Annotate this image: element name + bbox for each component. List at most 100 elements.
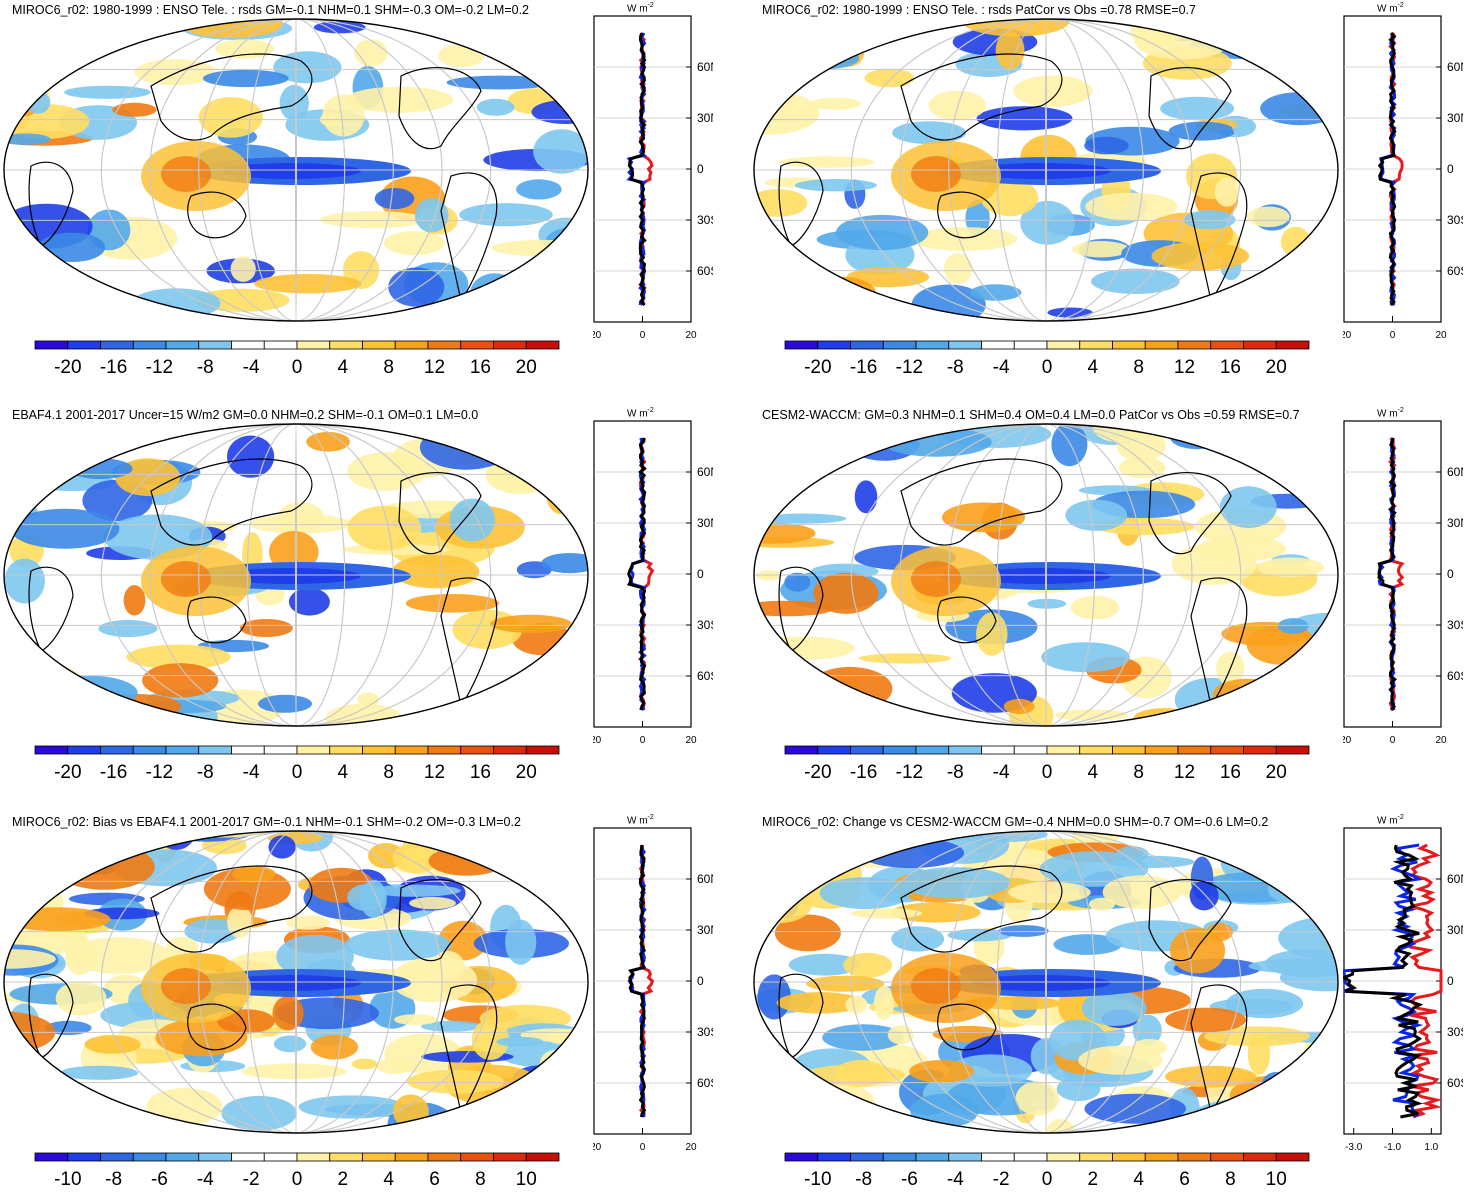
latitude-tick-label: 60N [1447,465,1463,479]
colorbar-swatch [427,340,462,350]
zonal-mean-line [1343,843,1424,1119]
panel-title: MIROC6_r02: Change vs CESM2-WACCM GM=-0.… [762,815,1269,829]
colorbar-swatch [1210,1152,1244,1162]
zonal-x-tick-label: 0 [1390,735,1396,746]
colorbar-swatch [263,745,298,755]
colorbar-swatch [67,1152,101,1162]
colorbar-tick-label: -8 [947,357,964,378]
map-panel [753,423,1339,727]
colorbar-swatch [231,340,265,350]
colorbar-tick-label: 4 [338,762,349,783]
colorbar-swatch [296,1152,331,1162]
latitude-tick-label: 30N [1447,516,1463,530]
colorbar-swatch [981,745,1015,755]
colorbar-swatch [1013,745,1048,755]
colorbar-swatch [132,340,167,350]
zonal-mean-line [1408,843,1443,1119]
panel-title: EBAF4.1 2001-2017 Uncer=15 W/m2 GM=0.0 N… [12,408,479,422]
colorbar-tick-label: 0 [292,357,303,378]
latitude-tick-label: 60N [697,60,713,74]
latitude-tick-label: 60S [1447,264,1463,278]
zonal-x-tick-label: -20 [593,1142,602,1153]
latitude-tick-label: 0 [697,974,704,988]
colorbar-tick-label: 6 [429,1169,440,1190]
colorbar-tick-label: 16 [1220,762,1241,783]
latitude-tick-label: 0 [1447,162,1454,176]
colorbar-tick-label: 0 [292,1169,303,1190]
zonal-x-tick-label: 20 [1435,735,1447,746]
colorbar-swatch [362,745,396,755]
colorbar-swatch [1275,745,1310,755]
colorbar-swatch [165,745,200,755]
latitude-tick-label: 30N [697,516,713,530]
colorbar-swatch [981,1152,1015,1162]
colorbar-swatch [948,745,982,755]
zonal-mean-line [1377,437,1397,712]
latitude-tick-label: 30N [697,111,713,125]
colorbar: -20 -16 -12 -8 -4 0 4 8 12 16 20 [784,745,1310,783]
colorbar-swatch [1243,1152,1277,1162]
colorbar-swatch [1079,340,1113,350]
colorbar-tick-label: 6 [1179,1169,1190,1190]
colorbar-swatch [882,745,917,755]
colorbar-swatch [460,1152,494,1162]
zonal-x-tick-label: 0 [1390,330,1396,341]
latitude-tick-label: 60N [1447,60,1463,74]
latitude-tick-label: 0 [1447,567,1454,581]
colorbar-swatch [100,1152,134,1162]
colorbar-tick-label: 8 [383,357,394,378]
colorbar-swatch [1046,745,1081,755]
zonal-mean-plot: 60N 30N 0 30S 60S -20 0 20 [593,827,713,1153]
panel-title: MIROC6_r02: 1980-1999 : ENSO Tele. : rsd… [762,3,1196,17]
colorbar-swatch [525,340,560,350]
colorbar-swatch [1177,1152,1212,1162]
colorbar-swatch [817,1152,851,1162]
colorbar-tick-label: -12 [896,357,923,378]
colorbar-tick-label: -4 [243,762,260,783]
colorbar-swatch [329,1152,363,1162]
colorbar-swatch [1046,340,1081,350]
colorbar-tick-label: 2 [338,1169,349,1190]
colorbar-tick-label: -6 [901,1169,918,1190]
colorbar-tick-label: 20 [1266,357,1287,378]
zonal-x-tick-label: 0 [640,1142,646,1153]
colorbar-swatch [231,1152,265,1162]
colorbar-tick-label: -12 [896,762,923,783]
colorbar-tick-label: -12 [146,357,173,378]
colorbar-tick-label: 10 [1266,1169,1287,1190]
colorbar-tick-label: 8 [1133,357,1144,378]
colorbar-tick-label: -8 [197,357,214,378]
colorbar-swatch [850,1152,884,1162]
colorbar-swatch [1210,745,1244,755]
latitude-tick-label: 30S [697,1025,713,1039]
colorbar-swatch [1079,745,1113,755]
latitude-tick-label: 60S [697,669,713,683]
colorbar-tick-label: -6 [151,1169,168,1190]
zonal-mean-line [1343,844,1424,1119]
colorbar-tick-label: 12 [1174,357,1195,378]
colorbar-swatch [231,745,265,755]
units-label: W m-2 [627,814,654,827]
colorbar-swatch [67,745,101,755]
colorbar-tick-label: 4 [1088,357,1099,378]
colorbar-swatch [362,1152,396,1162]
zonal-x-tick-label: -3.0 [1345,1142,1363,1153]
latitude-tick-label: 30S [1447,1025,1463,1039]
colorbar-tick-label: 8 [1133,762,1144,783]
zonal-x-tick-label: 20 [685,735,697,746]
colorbar-swatch [1275,1152,1310,1162]
zonal-x-tick-label: 20 [685,1142,697,1153]
colorbar-tick-label: 16 [470,762,491,783]
colorbar-swatch [165,340,200,350]
colorbar-tick-label: 0 [292,762,303,783]
colorbar-tick-label: 0 [1042,357,1053,378]
colorbar-swatch [198,1152,232,1162]
zonal-x-tick-label: -20 [1343,735,1352,746]
map-panel [3,18,589,322]
colorbar: -20 -16 -12 -8 -4 0 4 8 12 16 20 [34,340,560,378]
colorbar-tick-label: -8 [105,1169,122,1190]
colorbar-tick-label: 0 [1042,762,1053,783]
zonal-x-tick-label: 20 [685,330,697,341]
colorbar-swatch [1275,340,1310,350]
colorbar-swatch [34,1152,69,1162]
